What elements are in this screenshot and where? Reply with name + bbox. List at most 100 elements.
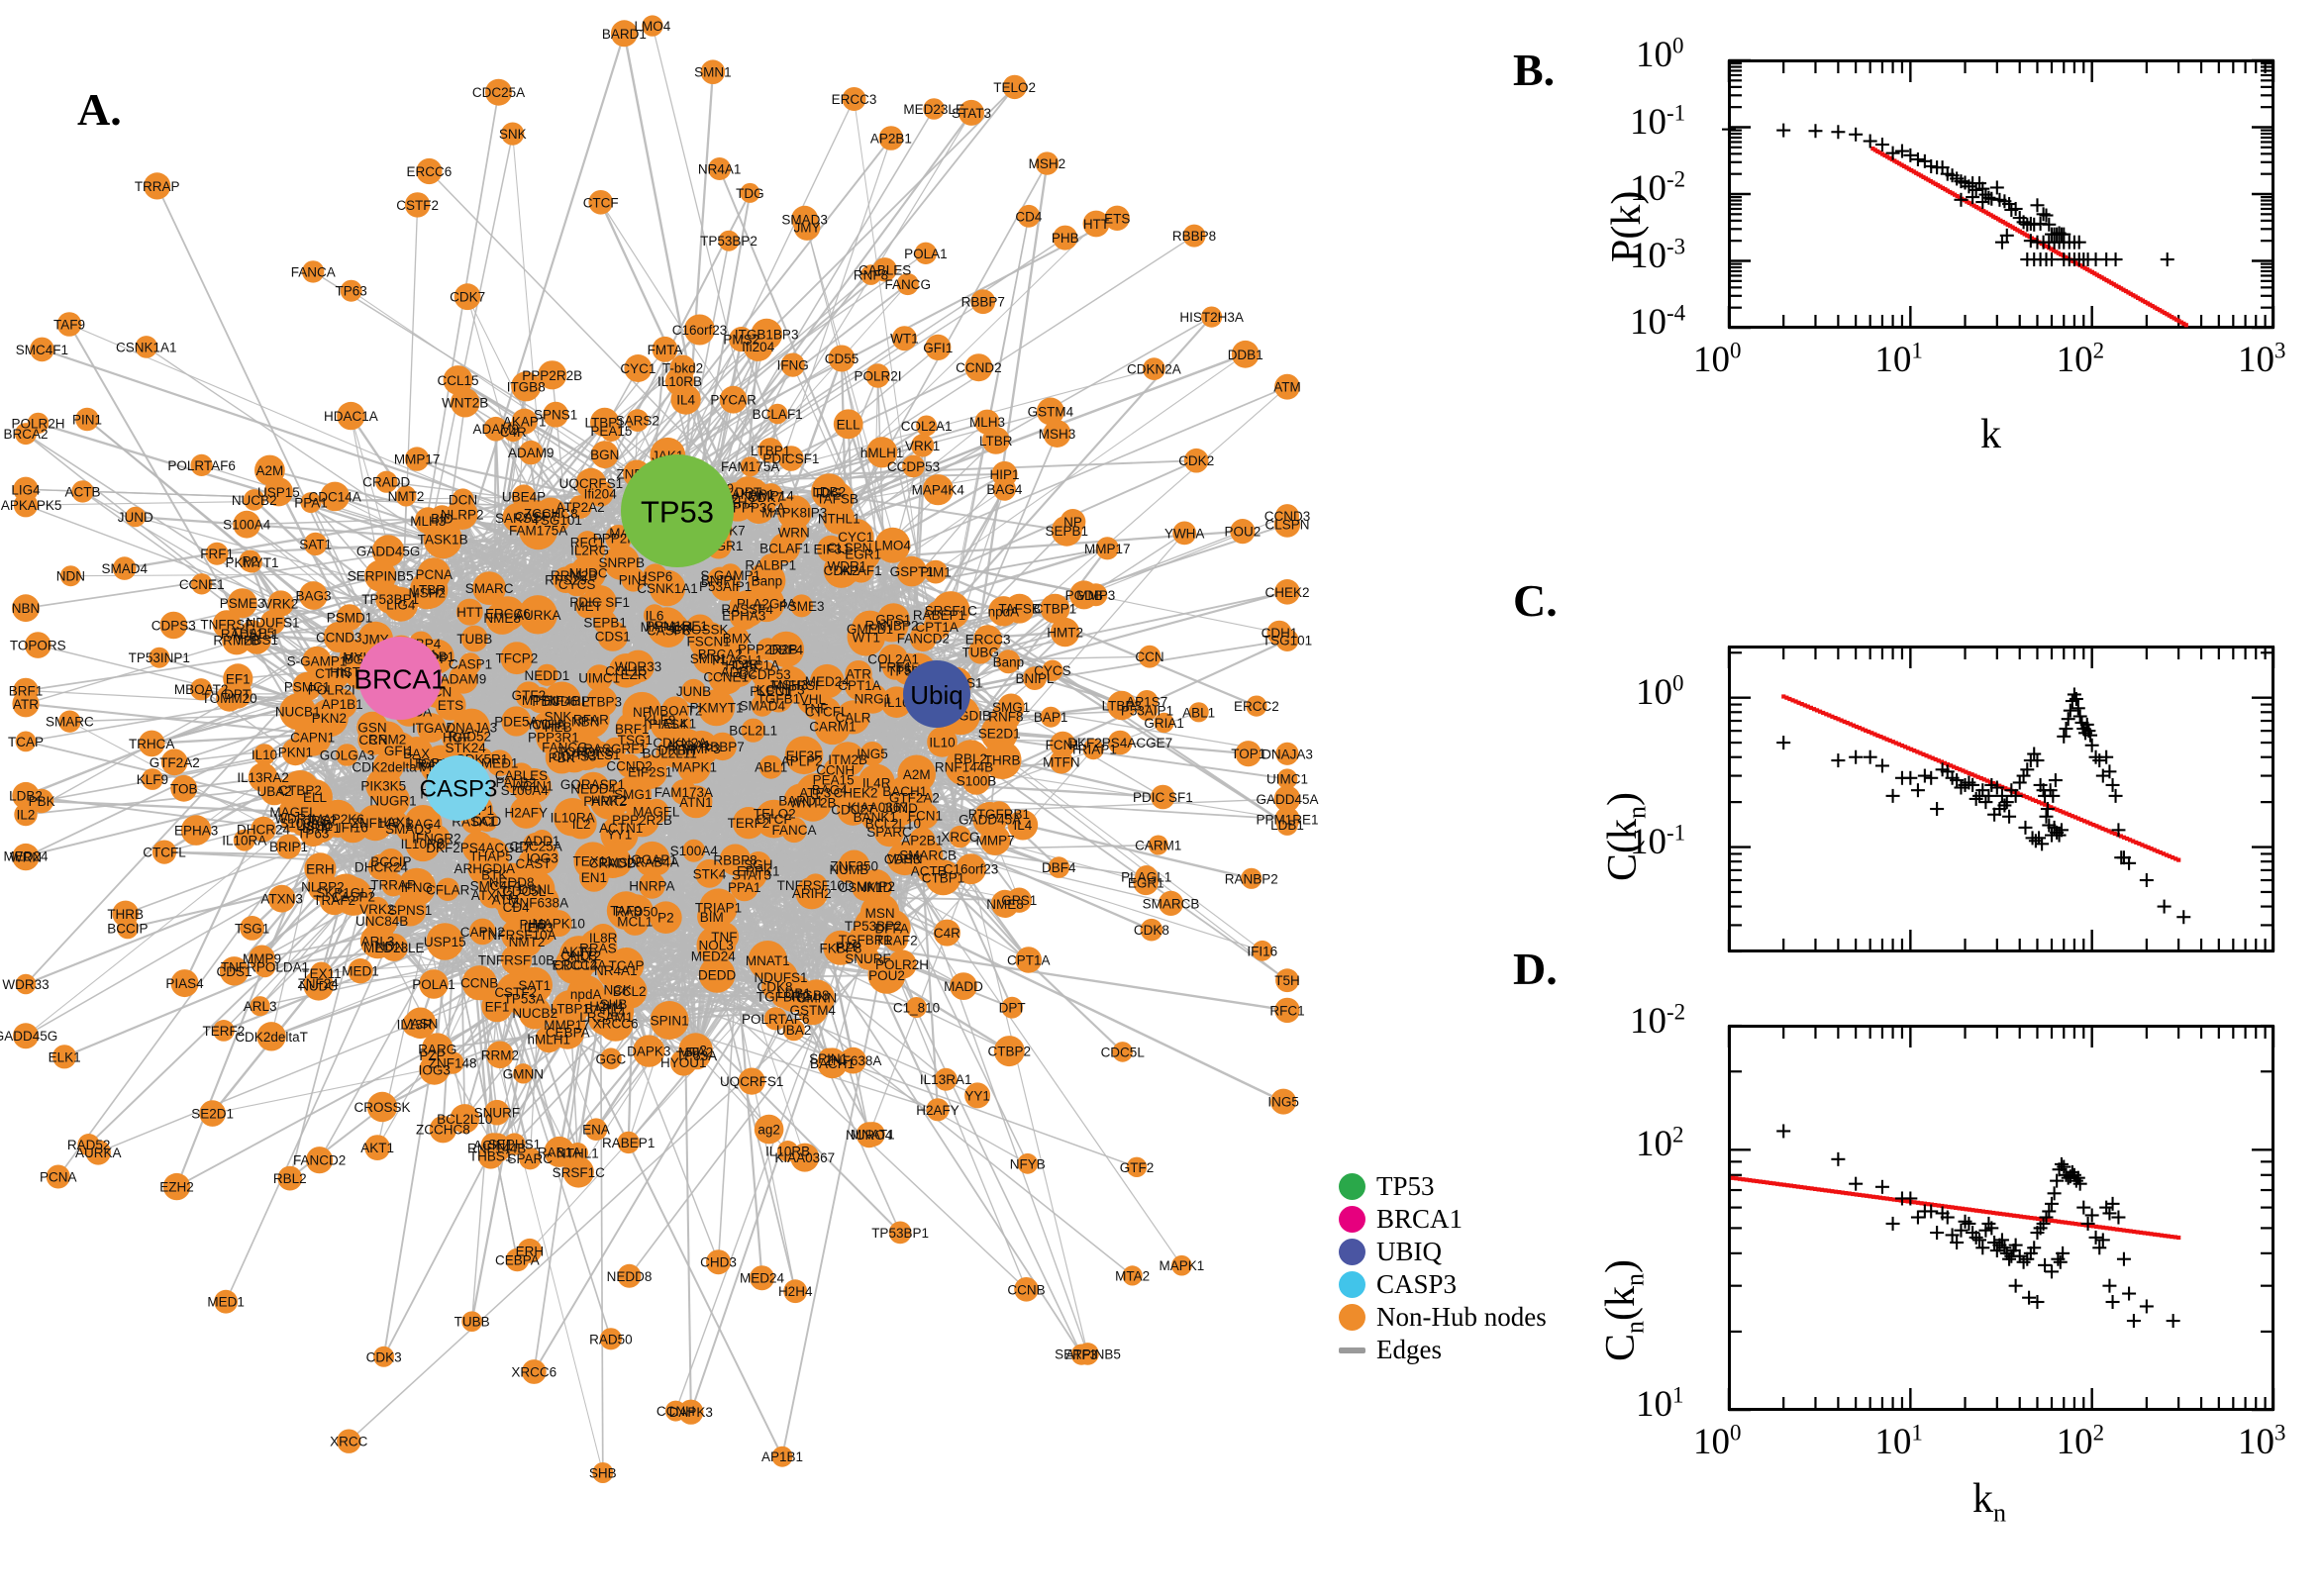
network-node[interactable] <box>1151 784 1175 810</box>
network-node[interactable] <box>925 334 952 360</box>
hub-node-circle[interactable] <box>358 637 442 720</box>
network-node[interactable] <box>783 1279 808 1304</box>
network-node[interactable] <box>450 1104 480 1134</box>
network-node[interactable] <box>1246 695 1267 717</box>
network-node[interactable] <box>757 638 779 661</box>
network-node[interactable] <box>896 272 919 296</box>
network-node[interactable] <box>348 958 373 984</box>
network-node[interactable] <box>859 742 885 766</box>
network-node[interactable] <box>791 205 819 233</box>
network-node[interactable] <box>501 122 525 146</box>
network-node[interactable] <box>1171 1254 1192 1276</box>
network-node[interactable] <box>135 336 158 358</box>
network-node[interactable] <box>1230 519 1256 545</box>
network-node[interactable] <box>933 919 960 947</box>
network-node[interactable] <box>1133 869 1159 896</box>
network-node[interactable] <box>472 571 506 605</box>
network-node[interactable] <box>1154 712 1174 734</box>
network-node[interactable] <box>979 825 1011 855</box>
network-node[interactable] <box>159 611 188 640</box>
network-node[interactable] <box>1017 1152 1039 1174</box>
network-node[interactable] <box>461 965 497 1001</box>
network-node[interactable] <box>664 366 695 396</box>
network-node[interactable] <box>923 613 951 641</box>
network-node[interactable] <box>790 594 814 618</box>
network-node[interactable] <box>429 1116 457 1144</box>
network-node[interactable] <box>817 535 845 563</box>
network-node[interactable] <box>1235 741 1262 767</box>
network-node[interactable] <box>783 783 818 818</box>
network-node[interactable] <box>924 559 948 584</box>
network-node[interactable] <box>504 770 528 794</box>
network-node[interactable] <box>520 500 554 533</box>
network-node[interactable] <box>684 314 715 346</box>
network-node[interactable] <box>12 594 40 623</box>
network-node[interactable] <box>590 441 619 468</box>
network-node[interactable] <box>623 662 646 685</box>
network-node[interactable] <box>116 917 139 940</box>
network-node[interactable] <box>738 1067 765 1095</box>
network-node[interactable] <box>838 849 870 882</box>
network-node[interactable] <box>914 242 938 264</box>
network-node[interactable] <box>1036 397 1064 426</box>
network-node[interactable] <box>626 409 650 432</box>
network-node[interactable] <box>586 480 614 507</box>
network-node[interactable] <box>1104 205 1130 231</box>
network-node[interactable] <box>669 1048 697 1076</box>
network-node[interactable] <box>500 944 533 975</box>
network-node[interactable] <box>250 996 270 1017</box>
network-node[interactable] <box>486 749 513 776</box>
network-node[interactable] <box>1015 947 1042 973</box>
network-node[interactable] <box>519 1147 542 1170</box>
network-node[interactable] <box>454 283 481 311</box>
hub-node-tp53[interactable]: TP53 <box>621 454 734 567</box>
hub-node-circle[interactable] <box>621 454 734 567</box>
network-node[interactable] <box>797 995 828 1026</box>
network-node[interactable] <box>927 727 958 757</box>
network-node[interactable] <box>501 918 535 951</box>
network-node[interactable] <box>190 678 213 701</box>
network-node[interactable] <box>476 856 512 893</box>
network-node[interactable] <box>865 363 890 388</box>
network-node[interactable] <box>1050 617 1080 648</box>
network-node[interactable] <box>1273 785 1301 813</box>
network-node[interactable] <box>214 1289 239 1314</box>
network-node[interactable] <box>239 549 261 572</box>
network-node[interactable] <box>365 904 399 938</box>
network-node[interactable] <box>708 157 732 180</box>
network-node[interactable] <box>461 1311 482 1332</box>
network-node[interactable] <box>1172 521 1197 546</box>
network-node[interactable] <box>531 830 554 852</box>
network-node[interactable] <box>1112 1042 1133 1062</box>
network-node[interactable] <box>1241 867 1262 889</box>
network-node[interactable] <box>404 805 443 844</box>
network-node[interactable] <box>872 909 911 948</box>
network-node[interactable] <box>564 936 604 975</box>
network-node[interactable] <box>149 647 170 668</box>
network-node[interactable] <box>763 1007 787 1031</box>
network-node[interactable] <box>419 969 449 999</box>
network-node[interactable] <box>888 1221 912 1245</box>
network-node[interactable] <box>544 1136 575 1167</box>
network-node[interactable] <box>723 655 755 688</box>
network-node[interactable] <box>267 884 296 913</box>
network-node[interactable] <box>276 834 301 859</box>
hub-node-brca1[interactable]: BRCA1 <box>354 637 447 720</box>
network-node[interactable] <box>337 401 365 431</box>
network-node[interactable] <box>71 480 94 503</box>
network-node[interactable] <box>859 1122 885 1147</box>
network-node[interactable] <box>605 812 637 844</box>
network-node[interactable] <box>337 1429 361 1453</box>
network-node[interactable] <box>878 126 904 150</box>
network-node[interactable] <box>967 640 993 664</box>
network-node[interactable] <box>795 876 829 910</box>
network-node[interactable] <box>299 581 328 610</box>
network-node[interactable] <box>13 1023 39 1049</box>
network-node[interactable] <box>740 182 760 203</box>
network-node[interactable] <box>697 689 736 727</box>
network-node[interactable] <box>75 407 99 432</box>
network-node[interactable] <box>251 816 276 843</box>
network-node[interactable] <box>771 984 794 1008</box>
network-node[interactable] <box>480 1133 506 1157</box>
network-node[interactable] <box>902 454 925 478</box>
